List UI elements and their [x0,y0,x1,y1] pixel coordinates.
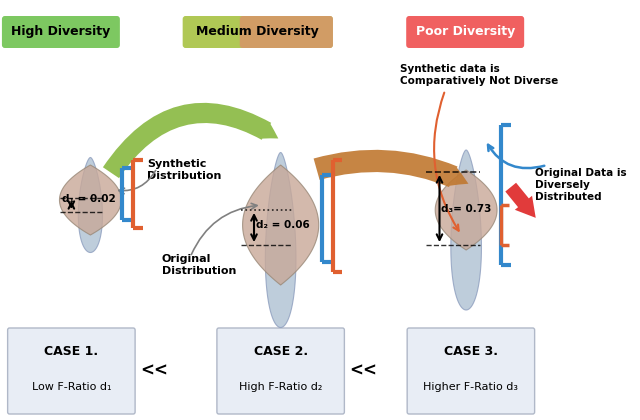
Text: High Diversity: High Diversity [12,26,111,39]
FancyArrowPatch shape [314,150,468,187]
Text: Synthetic
Distribution: Synthetic Distribution [147,159,222,181]
FancyBboxPatch shape [2,16,120,48]
Polygon shape [60,165,122,235]
FancyBboxPatch shape [217,328,344,414]
Polygon shape [435,170,497,250]
Text: Medium Diversity: Medium Diversity [196,26,319,39]
Text: Poor Diversity: Poor Diversity [415,26,515,39]
Text: CASE 3.: CASE 3. [444,345,498,358]
Polygon shape [243,165,319,285]
Polygon shape [266,152,296,328]
FancyArrowPatch shape [103,103,278,178]
Text: d₂ = 0.06: d₂ = 0.06 [256,220,310,231]
Polygon shape [78,158,102,252]
FancyBboxPatch shape [240,16,333,48]
FancyBboxPatch shape [182,16,333,48]
Text: Synthetic data is
Comparatively Not Diverse: Synthetic data is Comparatively Not Dive… [399,64,558,86]
Text: d₃= 0.73: d₃= 0.73 [442,204,492,213]
Polygon shape [451,150,481,310]
Text: High F-Ratio d₂: High F-Ratio d₂ [239,382,323,392]
Text: Original Data is
Diversely
Distributed: Original Data is Diversely Distributed [534,168,627,202]
Text: <<: << [140,362,168,380]
Text: Higher F-Ratio d₃: Higher F-Ratio d₃ [424,382,518,392]
FancyArrowPatch shape [506,183,536,218]
Text: <<: << [349,362,378,380]
Text: CASE 1.: CASE 1. [44,345,99,358]
FancyBboxPatch shape [406,16,524,48]
FancyBboxPatch shape [407,328,534,414]
Text: d₁ = 0.02: d₁ = 0.02 [62,194,116,204]
Text: Low F-Ratio d₁: Low F-Ratio d₁ [31,382,111,392]
Text: Original
Distribution: Original Distribution [162,254,236,276]
FancyBboxPatch shape [8,328,135,414]
Text: CASE 2.: CASE 2. [253,345,308,358]
